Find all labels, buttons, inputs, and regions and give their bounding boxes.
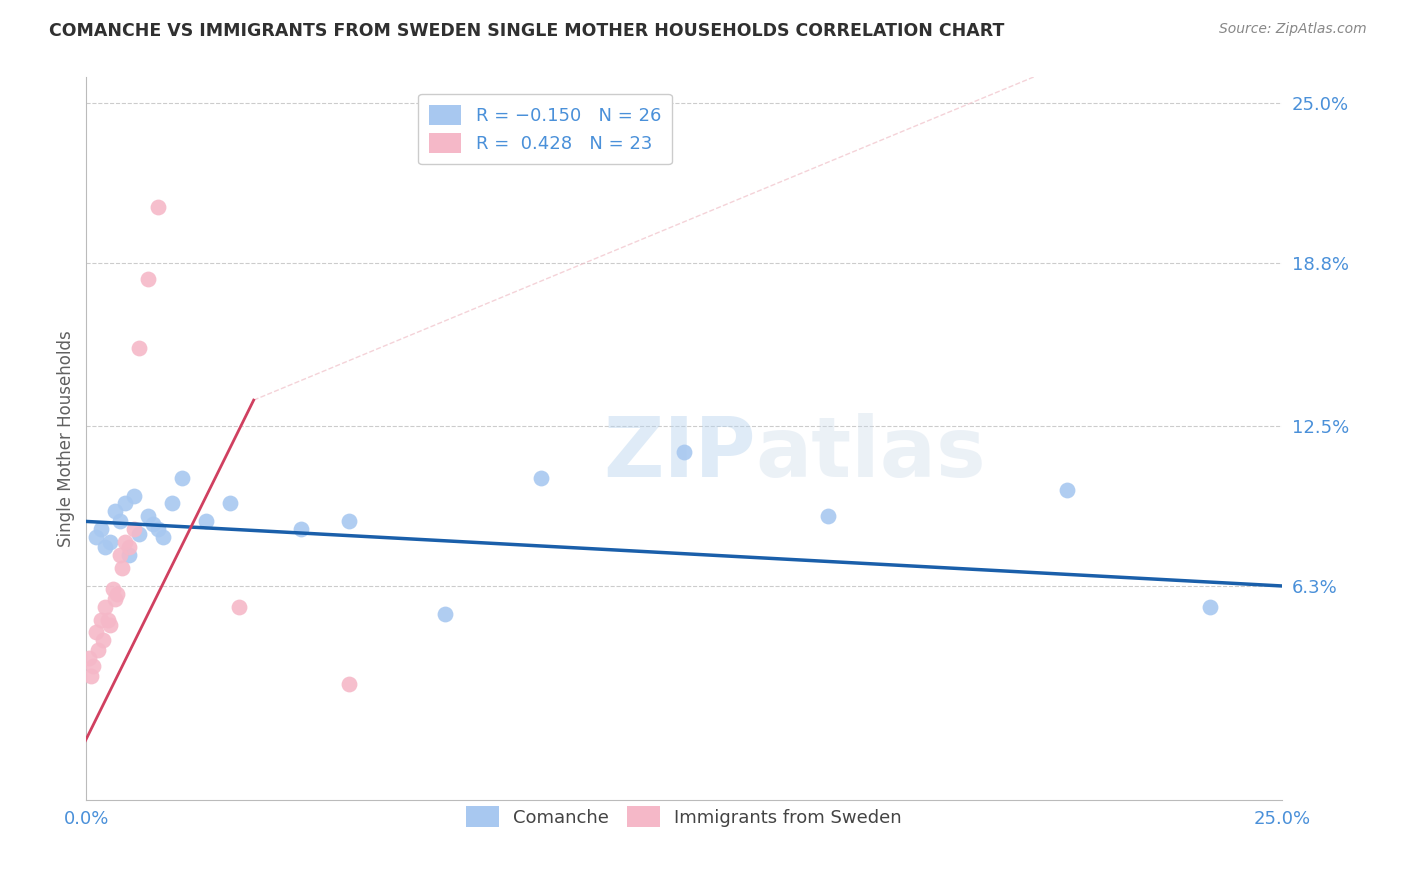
Text: atlas: atlas xyxy=(756,413,987,494)
Point xyxy=(138,272,160,286)
Point xyxy=(152,530,174,544)
Point xyxy=(114,496,136,510)
Point xyxy=(122,489,145,503)
Point xyxy=(1056,483,1078,498)
Point xyxy=(170,470,193,484)
Point xyxy=(90,522,112,536)
Text: COMANCHE VS IMMIGRANTS FROM SWEDEN SINGLE MOTHER HOUSEHOLDS CORRELATION CHART: COMANCHE VS IMMIGRANTS FROM SWEDEN SINGL… xyxy=(49,22,1004,40)
Point xyxy=(433,607,456,622)
Point xyxy=(290,522,312,536)
Point xyxy=(529,470,551,484)
Point xyxy=(337,677,360,691)
Text: Source: ZipAtlas.com: Source: ZipAtlas.com xyxy=(1219,22,1367,37)
Point xyxy=(91,633,114,648)
Point xyxy=(162,496,184,510)
Point xyxy=(146,200,169,214)
Point xyxy=(118,548,141,562)
Point xyxy=(87,643,110,657)
Point xyxy=(84,530,107,544)
Point xyxy=(94,541,117,555)
Point xyxy=(80,669,103,683)
Point xyxy=(128,342,150,356)
Point xyxy=(337,515,360,529)
Y-axis label: Single Mother Households: Single Mother Households xyxy=(58,330,75,547)
Point xyxy=(77,651,100,665)
Point xyxy=(94,599,117,614)
Point xyxy=(817,509,839,524)
Point xyxy=(128,527,150,541)
Point xyxy=(142,516,165,531)
Point xyxy=(82,659,104,673)
Point xyxy=(138,509,160,524)
Point xyxy=(101,582,124,596)
Point xyxy=(122,522,145,536)
Point xyxy=(108,515,131,529)
Point xyxy=(146,522,169,536)
Text: ZIP: ZIP xyxy=(603,413,756,494)
Point xyxy=(98,617,121,632)
Point xyxy=(218,496,240,510)
Point xyxy=(84,625,107,640)
Point xyxy=(1199,599,1222,614)
Point xyxy=(104,591,127,606)
Point xyxy=(118,541,141,555)
Point xyxy=(108,548,131,562)
Point xyxy=(105,587,128,601)
Point xyxy=(673,444,696,458)
Point xyxy=(97,613,120,627)
Point xyxy=(98,535,121,549)
Legend: Comanche, Immigrants from Sweden: Comanche, Immigrants from Sweden xyxy=(460,799,910,835)
Point xyxy=(228,599,250,614)
Point xyxy=(104,504,127,518)
Point xyxy=(194,515,217,529)
Point xyxy=(111,561,134,575)
Point xyxy=(90,613,112,627)
Point xyxy=(114,535,136,549)
